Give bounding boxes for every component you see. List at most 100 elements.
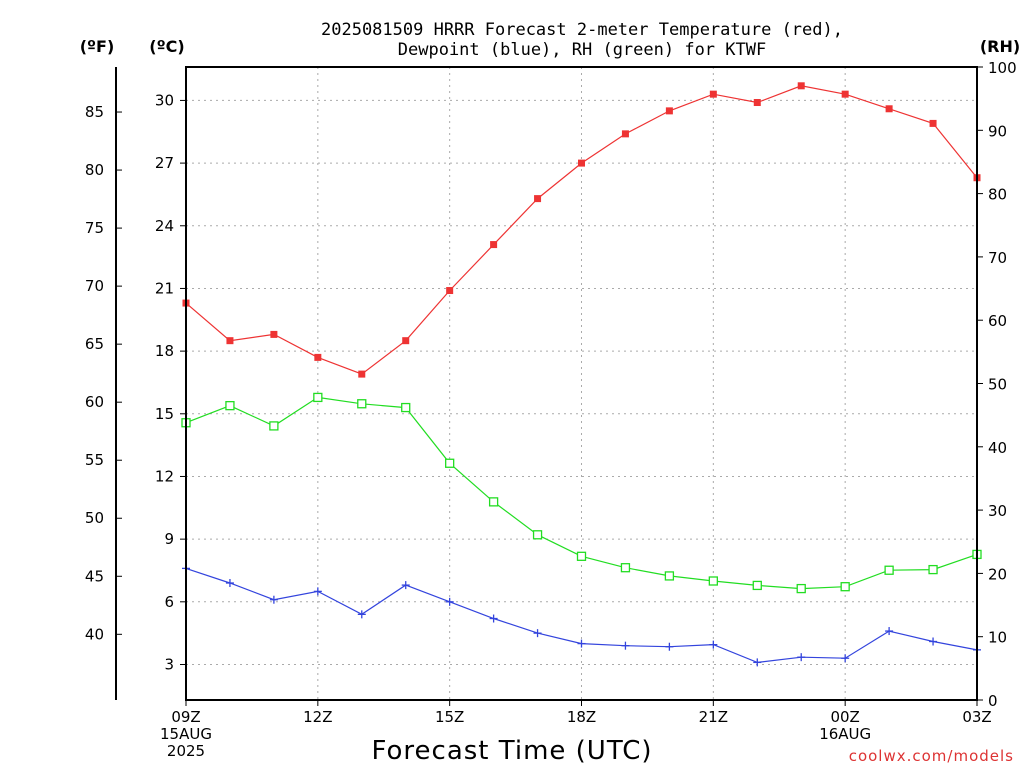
temperature-point: [534, 195, 542, 203]
temperature-point: [841, 90, 849, 98]
rh-point: [576, 551, 587, 561]
fahrenheit-tick-label: 55: [85, 451, 104, 469]
temperature-point: [402, 337, 410, 345]
rh-point: [664, 571, 675, 581]
rh-point: [752, 580, 762, 591]
celsius-tick-label: 3: [164, 655, 174, 673]
rh-point: [708, 576, 718, 586]
x-tick-label: 03Z: [962, 708, 991, 726]
temperature-point: [490, 241, 498, 249]
series-dewpoint: [182, 564, 981, 667]
temperature-point: [929, 119, 937, 127]
x-tick-label: 15Z: [435, 708, 464, 726]
rh-point: [357, 399, 367, 409]
rh-tick-label: 10: [988, 629, 1007, 647]
fahrenheit-tick-label: 65: [85, 335, 104, 353]
rh-tick-label: 70: [988, 249, 1007, 267]
dewpoint-point: [577, 639, 586, 648]
fahrenheit-tick-label: 85: [85, 103, 104, 121]
rh-point: [313, 392, 323, 403]
temperature-point: [270, 330, 278, 338]
chart-title-line-2: Dewpoint (blue), RH (green) for KTWF: [398, 40, 766, 60]
axes-layer: 40 45 50 55 60 65 70 75 80 85 3 6 9 12 15 18 21 24 27 30 0 10…: [85, 59, 1017, 760]
x-tick-label: 2025: [167, 742, 205, 760]
rh-point: [532, 530, 543, 540]
rh-point: [488, 497, 499, 507]
rh-tick-label: 20: [988, 565, 1007, 583]
dewpoint-line: [185, 567, 978, 664]
rh-point: [620, 563, 631, 573]
rh-point: [269, 421, 279, 431]
temperature-point: [885, 105, 893, 113]
series-layer: [181, 82, 982, 667]
rh-point: [796, 583, 806, 594]
fahrenheit-tick-label: 80: [85, 161, 104, 179]
celsius-tick-label: 21: [155, 279, 174, 297]
rh-point: [840, 582, 850, 592]
celsius-unit-label: (ºC): [149, 37, 184, 56]
rh-point: [445, 458, 455, 468]
rh-point: [401, 402, 411, 413]
rh-tick-label: 30: [988, 502, 1007, 520]
fahrenheit-tick-label: 40: [85, 625, 104, 643]
dewpoint-point: [225, 579, 234, 588]
dewpoint-point: [621, 641, 630, 650]
celsius-tick-label: 27: [155, 154, 174, 172]
rh-tick-label: 100: [988, 59, 1017, 77]
dewpoint-point: [841, 654, 850, 663]
temperature-point: [226, 337, 234, 345]
celsius-tick-label: 24: [155, 217, 174, 235]
rh-tick-label: 90: [988, 122, 1007, 140]
dewpoint-point: [269, 595, 278, 604]
dewpoint-point: [929, 637, 938, 646]
dewpoint-point: [753, 658, 762, 667]
x-tick-label: 21Z: [699, 708, 728, 726]
celsius-tick-label: 9: [164, 530, 174, 548]
x-axis-label: Forecast Time (UTC): [371, 736, 652, 766]
celsius-tick-label: 15: [155, 405, 174, 423]
temperature-point: [709, 90, 717, 98]
dewpoint-point: [357, 610, 366, 619]
x-tick-label: 12Z: [303, 708, 332, 726]
fahrenheit-tick-label: 50: [85, 509, 104, 527]
x-tick-label: 18Z: [567, 708, 596, 726]
temperature-point: [578, 159, 585, 167]
fahrenheit-unit-label: (ºF): [80, 37, 115, 56]
dewpoint-point: [313, 587, 322, 596]
dewpoint-point: [885, 627, 894, 636]
fahrenheit-tick-label: 60: [85, 393, 104, 411]
chart-title-line-1: 2025081509 HRRR Forecast 2-meter Tempera…: [321, 20, 843, 40]
rh-tick-label: 40: [988, 439, 1007, 457]
dewpoint-point: [489, 614, 498, 623]
rh-tick-label: 60: [988, 312, 1007, 330]
fahrenheit-tick-label: 75: [85, 219, 104, 237]
temperature-point: [621, 130, 629, 138]
temperature-point: [665, 107, 673, 115]
rh-unit-label: (RH): [980, 37, 1020, 56]
temperature-point: [753, 99, 761, 107]
dewpoint-point: [401, 581, 410, 590]
dewpoint-point: [797, 653, 806, 662]
rh-tick-label: 80: [988, 186, 1007, 204]
celsius-tick-label: 18: [155, 342, 174, 360]
credit-label: coolwx.com/models: [849, 747, 1014, 765]
x-tick-label: 00Z: [830, 708, 859, 726]
temperature-point: [358, 370, 366, 378]
fahrenheit-tick-label: 45: [85, 567, 104, 585]
celsius-tick-label: 30: [155, 91, 174, 109]
dewpoint-point: [709, 640, 718, 649]
fahrenheit-tick-label: 70: [85, 277, 104, 295]
temperature-point: [314, 353, 322, 361]
x-tick-label: 09Z: [171, 708, 200, 726]
rh-tick-label: 0: [988, 692, 998, 710]
x-tick-label: 16AUG: [819, 725, 871, 743]
celsius-tick-label: 12: [155, 467, 174, 485]
temperature-point: [797, 82, 805, 90]
rh-point: [928, 564, 938, 575]
rh-point: [225, 401, 235, 411]
x-tick-label: 15AUG: [160, 725, 212, 743]
rh-point: [884, 565, 894, 575]
dewpoint-point: [665, 642, 674, 651]
dewpoint-point: [533, 629, 542, 638]
